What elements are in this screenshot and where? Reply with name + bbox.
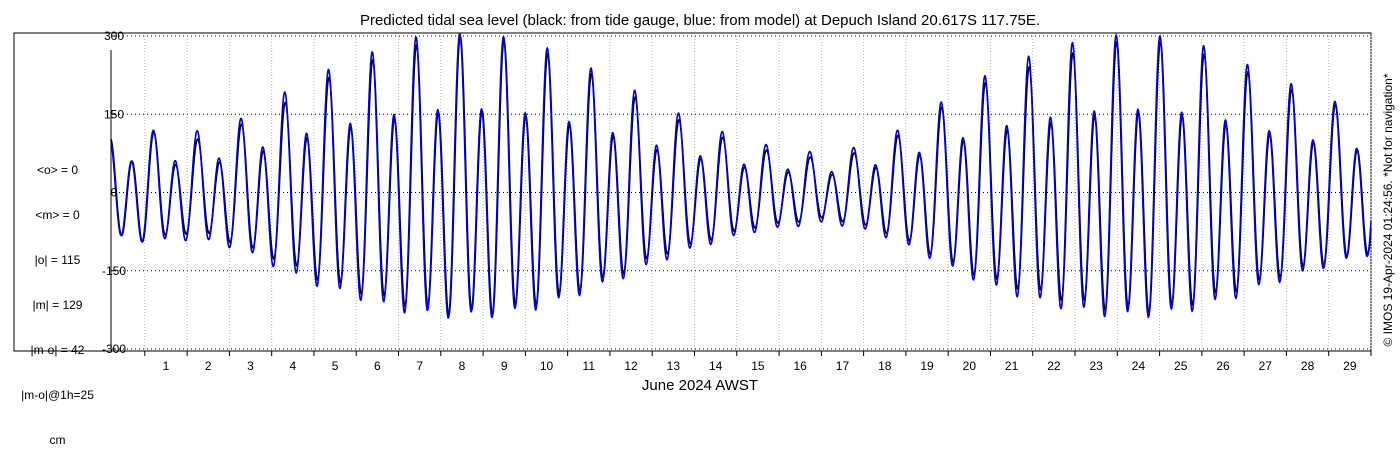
x-tick-label: 28 [1301,359,1315,373]
x-tick-label: 23 [1089,359,1103,373]
x-tick-label: 6 [374,359,381,373]
x-tick-label: 24 [1132,359,1146,373]
x-tick-label: 16 [794,359,808,373]
x-tick-label: 22 [1047,359,1061,373]
x-tick-label: 21 [1005,359,1019,373]
x-tick-label: 7 [416,359,423,373]
x-tick-label: 17 [836,359,850,373]
x-tick-label: 5 [332,359,339,373]
y-axis: -300 -150 0 150 300 [102,29,126,356]
x-tick-label: 15 [751,359,765,373]
y-tick-label: 150 [104,107,124,121]
y-tick-label: -300 [102,342,126,356]
stat-mean-obs: <o> = 0 [36,163,79,177]
y-tick-label: -150 [102,264,126,278]
x-tick-label: 27 [1259,359,1273,373]
series-lines [110,32,1372,319]
x-tick-label: 11 [583,359,596,373]
stat-abs-model: |m| = 129 [32,298,83,312]
x-axis: 1 2 3 4 5 6 7 8 9 10 11 12 13 14 15 16 17 18 19 20 21 22 23 24 2… [144,351,1372,373]
x-tick-label: 8 [459,359,466,373]
stat-mean-model: <m> = 0 [35,208,80,222]
y-tick-label: 0 [111,186,118,200]
side-note: © IMOS 19-Apr-2024 01:24:56. *Not for na… [1381,73,1395,346]
y-tick-label: 300 [104,29,124,43]
chart-title: Predicted tidal sea level (black: from t… [360,12,1040,29]
x-tick-label: 4 [289,359,296,373]
stats-panel: <o> = 0 <m> = 0 |o| = 115 |m| = 129 |m-o… [10,133,105,463]
stat-abs-obs: |o| = 115 [34,253,81,267]
stat-abs-diff: |m-o| = 42 [30,343,85,357]
x-tick-label: 1 [163,359,170,373]
x-tick-label: 18 [878,359,892,373]
x-tick-label: 10 [540,359,554,373]
x-tick-label: 12 [624,359,638,373]
x-tick-label: 26 [1216,359,1230,373]
x-tick-label: 9 [501,359,508,373]
x-tick-label: 20 [963,359,977,373]
stat-unit: cm [49,433,66,447]
plot-area [13,32,1372,352]
x-tick-label: 13 [667,359,681,373]
x-tick-label: 14 [709,359,723,373]
x-tick-label: 29 [1343,359,1357,373]
x-tick-label: 19 [920,359,934,373]
x-tick-label: 2 [205,359,212,373]
x-tick-label: 3 [247,359,254,373]
stat-abs-diff-1h: |m-o|@1h=25 [21,388,94,402]
series-line-model [110,32,1372,319]
x-axis-label: June 2024 AWST [642,377,758,394]
x-tick-label: 25 [1174,359,1188,373]
